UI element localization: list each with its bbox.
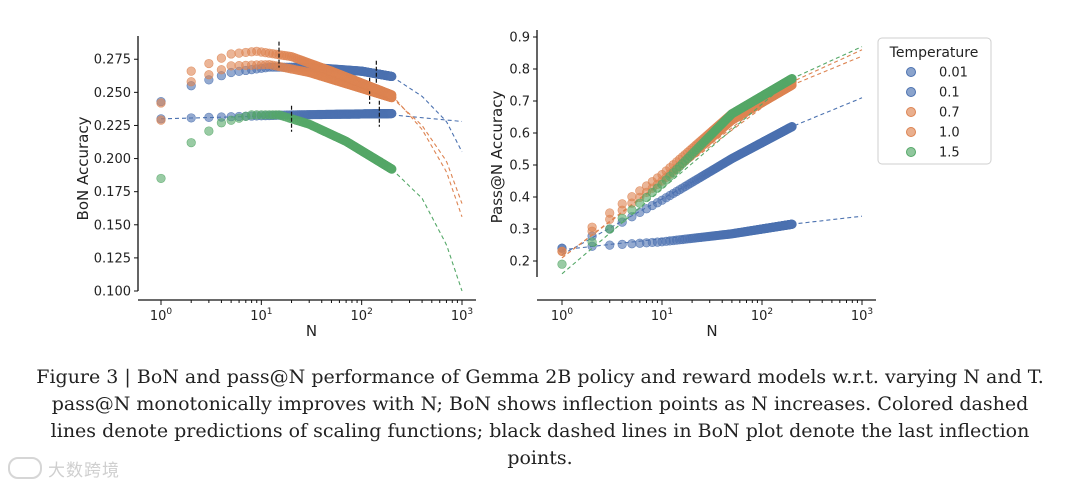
caption-line-1: Figure 3 | BoN and pass@N performance of… — [36, 366, 1044, 388]
data-point-1.0 — [387, 90, 397, 100]
x-axis-label: N — [306, 322, 317, 340]
data-point-0.7 — [216, 65, 227, 75]
data-point-0.1 — [787, 121, 797, 132]
x-tick-label: 102 — [751, 307, 773, 324]
y-tick-label: 0.250 — [94, 86, 131, 101]
y-tick-label: 0.5 — [509, 159, 530, 174]
data-point-1.0 — [216, 53, 227, 63]
legend-label-0.7: 0.7 — [939, 106, 960, 121]
legend-label-1.0: 1.0 — [939, 126, 960, 141]
caption-line-4: points. — [507, 447, 573, 469]
data-point-0.01 — [204, 112, 214, 122]
data-point-0.01 — [605, 240, 615, 250]
legend-marker-1.0 — [906, 127, 916, 137]
x-tick-label: 101 — [651, 307, 673, 324]
data-point-0.01 — [617, 239, 627, 249]
y-tick-label: 0.100 — [94, 285, 131, 300]
y-tick-label: 0.8 — [509, 63, 530, 78]
x-tick-label: 100 — [551, 307, 574, 324]
pass-at-n-chart: 0.2 0.3 0.4 0.5 0.6 0.7 0.8 0.9 100 101 102 103 N Pas… — [488, 30, 876, 340]
legend-marker-0.1 — [906, 87, 916, 97]
watermark-text: 大数跨境 — [48, 461, 120, 481]
watermark: 大数跨境 — [8, 456, 120, 481]
x-tick-label: 103 — [851, 307, 873, 324]
x-axis-label: N — [706, 322, 717, 340]
data-point-0.01 — [787, 219, 797, 229]
y-tick-label: 0.3 — [509, 223, 530, 238]
data-point-1.0 — [617, 199, 627, 209]
y-axis-label: BoN Accuracy — [74, 116, 92, 220]
watermark-logo-icon — [8, 457, 42, 479]
fit-line-0.1 — [391, 76, 463, 153]
temperature-legend: Temperature 0.01 0.1 0.7 1.0 1.5 — [877, 37, 992, 165]
data-point-1.0 — [635, 186, 645, 196]
caption-line-2: pass@N monotonically improves with N; Bo… — [51, 393, 1029, 415]
y-tick-label: 0.4 — [509, 191, 530, 206]
fit-line-1.5 — [391, 168, 463, 292]
legend-title: Temperature — [889, 45, 979, 61]
data-point-1.0 — [605, 208, 615, 218]
data-point-0.01 — [627, 239, 637, 249]
data-point-1.5 — [156, 173, 166, 184]
legend-label-0.1: 0.1 — [939, 86, 960, 101]
fit-line-0.7 — [391, 97, 463, 204]
data-point-1.0 — [204, 58, 214, 69]
data-point-0.7 — [186, 77, 196, 87]
legend-label-0.01: 0.01 — [939, 66, 968, 81]
data-point-1.5 — [635, 198, 645, 208]
legend-marker-0.01 — [906, 67, 916, 77]
data-point-1.0 — [186, 66, 196, 76]
y-tick-label: 0.2 — [509, 255, 530, 270]
bon-accuracy-chart: 0.100 0.125 0.150 0.175 0.200 0.225 0.250 0.275… — [74, 36, 476, 340]
y-tick-label: 0.225 — [94, 119, 131, 134]
data-point-0.7 — [226, 61, 236, 71]
data-point-0.01 — [387, 108, 397, 119]
data-point-0.01 — [186, 113, 196, 123]
data-point-1.0 — [156, 115, 166, 125]
figure: 0.100 0.125 0.150 0.175 0.200 0.225 0.250 0.275… — [74, 30, 992, 340]
data-point-1.0 — [627, 192, 637, 202]
legend-label-1.5: 1.5 — [939, 146, 960, 161]
data-point-1.0 — [226, 49, 236, 59]
legend-marker-0.7 — [906, 107, 916, 117]
x-tick-label: 103 — [451, 307, 473, 324]
data-point-1.5 — [641, 192, 652, 203]
y-tick-label: 0.125 — [94, 251, 131, 266]
fit-line-0.7 — [561, 55, 863, 259]
data-point-1.5 — [587, 237, 597, 247]
fit-line-1.0 — [561, 49, 863, 259]
data-point-1.5 — [204, 126, 214, 136]
y-tick-label: 0.150 — [94, 218, 131, 233]
data-point-1.5 — [216, 118, 227, 128]
legend-marker-1.5 — [906, 147, 916, 157]
y-tick-label: 0.7 — [509, 95, 530, 110]
x-tick-label: 101 — [250, 307, 272, 324]
data-point-1.5 — [627, 205, 637, 215]
data-point-1.5 — [605, 224, 615, 234]
data-point-1.5 — [387, 164, 397, 174]
y-tick-label: 0.175 — [94, 185, 131, 200]
data-point-1.0 — [587, 222, 597, 232]
data-point-1.5 — [226, 115, 236, 125]
data-point-1.5 — [617, 213, 627, 223]
data-point-1.5 — [787, 73, 797, 84]
figure-caption: Figure 3 | BoN and pass@N performance of… — [20, 364, 1060, 472]
y-tick-label: 0.200 — [94, 152, 131, 167]
y-tick-label: 0.6 — [509, 127, 530, 142]
y-axis-label: Pass@N Accuracy — [488, 91, 506, 224]
x-tick-label: 102 — [351, 307, 373, 324]
data-point-1.0 — [557, 246, 567, 256]
y-tick-label: 0.275 — [94, 53, 131, 68]
data-point-0.7 — [204, 70, 214, 80]
caption-line-3: lines denote predictions of scaling func… — [50, 420, 1030, 442]
fit-line-1.0 — [391, 94, 463, 217]
data-point-1.5 — [186, 138, 196, 148]
data-point-1.5 — [557, 259, 567, 269]
y-tick-label: 0.9 — [509, 31, 530, 46]
data-point-0.1 — [387, 71, 397, 82]
x-tick-label: 100 — [150, 307, 173, 324]
data-point-0.7 — [156, 98, 166, 108]
